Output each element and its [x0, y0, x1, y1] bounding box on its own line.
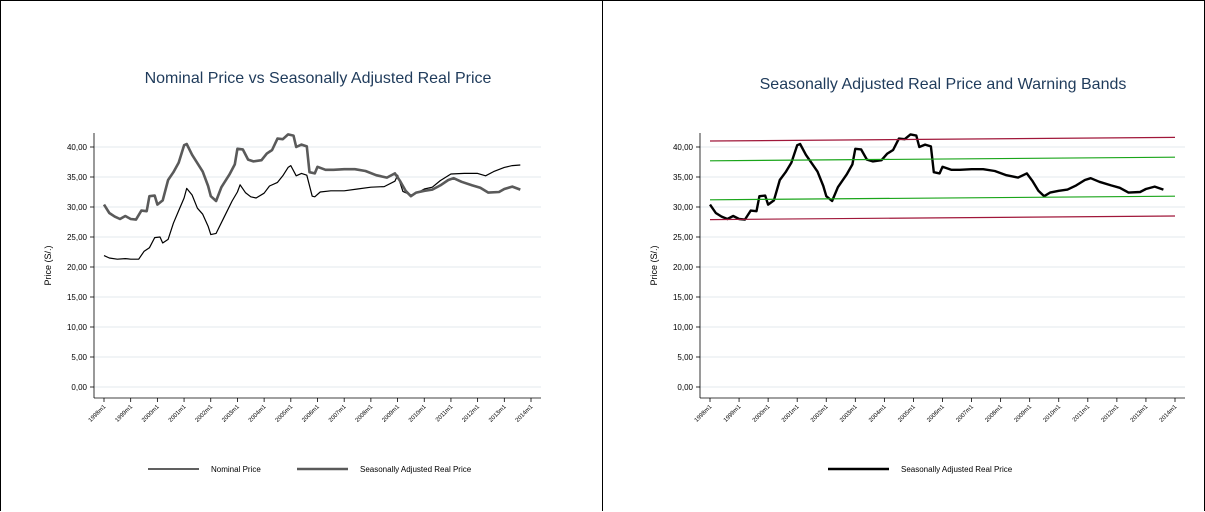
y-tick-label: 35,00: [67, 173, 88, 182]
y-tick-label: 10,00: [67, 323, 88, 332]
y-tick-label: 20,00: [673, 263, 694, 272]
x-tick-label: 2010m1: [408, 404, 428, 424]
x-tick-label: 1999m1: [115, 404, 135, 424]
chart-left-svg: Nominal Price vs Seasonally Adjusted Rea…: [43, 70, 541, 474]
warning-band-line: [709, 136, 1176, 142]
y-tick-label: 40,00: [67, 143, 88, 152]
x-tick-label: 2012m1: [461, 404, 481, 424]
chart-title: Seasonally Adjusted Real Price and Warni…: [760, 76, 1127, 93]
x-tick-label: 2005m1: [897, 404, 917, 424]
y-tick-label: 25,00: [67, 233, 88, 242]
x-tick-label: 2013m1: [488, 404, 508, 424]
x-tick-label: 2007m1: [955, 404, 975, 424]
y-tick-label: 35,00: [673, 173, 694, 182]
x-tick-label: 2011m1: [435, 404, 455, 424]
x-tick-label: 2006m1: [301, 404, 321, 424]
x-tick-label: 2003m1: [839, 404, 859, 424]
chart-right-svg: Seasonally Adjusted Real Price and Warni…: [649, 76, 1185, 474]
y-tick-label: 15,00: [673, 293, 694, 302]
legend-label: Seasonally Adjusted Real Price: [901, 465, 1013, 474]
y-axis-label: Price (S/.): [649, 245, 659, 285]
x-tick-label: 2001m1: [781, 404, 801, 424]
x-tick-label: 1998m1: [88, 404, 108, 424]
x-tick-label: 2005m1: [275, 404, 295, 424]
y-tick-label: 0,00: [71, 383, 87, 392]
x-tick-label: 2004m1: [248, 404, 268, 424]
y-tick-label: 25,00: [673, 233, 694, 242]
x-tick-label: 2004m1: [868, 404, 888, 424]
x-tick-label: 1999m1: [723, 404, 743, 424]
y-tick-label: 15,00: [67, 293, 88, 302]
warning-band-line: [709, 215, 1176, 221]
x-tick-label: 2003m1: [221, 404, 241, 424]
y-tick-label: 30,00: [673, 203, 694, 212]
chart-panel-right: Seasonally Adjusted Real Price and Warni…: [602, 0, 1205, 511]
y-tick-label: 20,00: [67, 263, 88, 272]
y-axis-label: Price (S/.): [43, 245, 53, 285]
x-tick-label: 2000m1: [752, 404, 772, 424]
y-tick-label: 40,00: [673, 143, 694, 152]
x-tick-label: 2011m1: [1072, 404, 1092, 424]
legend-label: Nominal Price: [211, 465, 261, 474]
y-tick-label: 10,00: [673, 323, 694, 332]
chart-panel-left: Nominal Price vs Seasonally Adjusted Rea…: [0, 0, 603, 511]
y-tick-label: 5,00: [677, 353, 693, 362]
x-tick-label: 2008m1: [984, 404, 1004, 424]
x-tick-label: 2001m1: [168, 404, 188, 424]
x-tick-label: 2013m1: [1130, 404, 1150, 424]
x-tick-label: 2014m1: [515, 404, 535, 424]
chart-title: Nominal Price vs Seasonally Adjusted Rea…: [145, 70, 492, 87]
x-tick-label: 2014m1: [1159, 404, 1179, 424]
series-line: [709, 133, 1164, 221]
x-tick-label: 1998m1: [694, 404, 714, 424]
x-tick-label: 2002m1: [195, 404, 215, 424]
x-tick-label: 2010m1: [1043, 404, 1063, 424]
x-tick-label: 2009m1: [1014, 404, 1034, 424]
y-tick-label: 5,00: [71, 353, 87, 362]
y-tick-label: 30,00: [67, 203, 88, 212]
warning-band-line: [709, 195, 1176, 201]
x-tick-label: 2000m1: [141, 404, 161, 424]
warning-band-line: [709, 156, 1176, 162]
x-tick-label: 2006m1: [926, 404, 946, 424]
x-tick-label: 2008m1: [355, 404, 375, 424]
y-tick-label: 0,00: [677, 383, 693, 392]
x-tick-label: 2007m1: [328, 404, 348, 424]
series-line: [103, 164, 521, 260]
x-tick-label: 2012m1: [1101, 404, 1121, 424]
series-line: [102, 133, 521, 221]
x-tick-label: 2002m1: [810, 404, 830, 424]
legend-label: Seasonally Adjusted Real Price: [360, 465, 472, 474]
x-tick-label: 2009m1: [381, 404, 401, 424]
